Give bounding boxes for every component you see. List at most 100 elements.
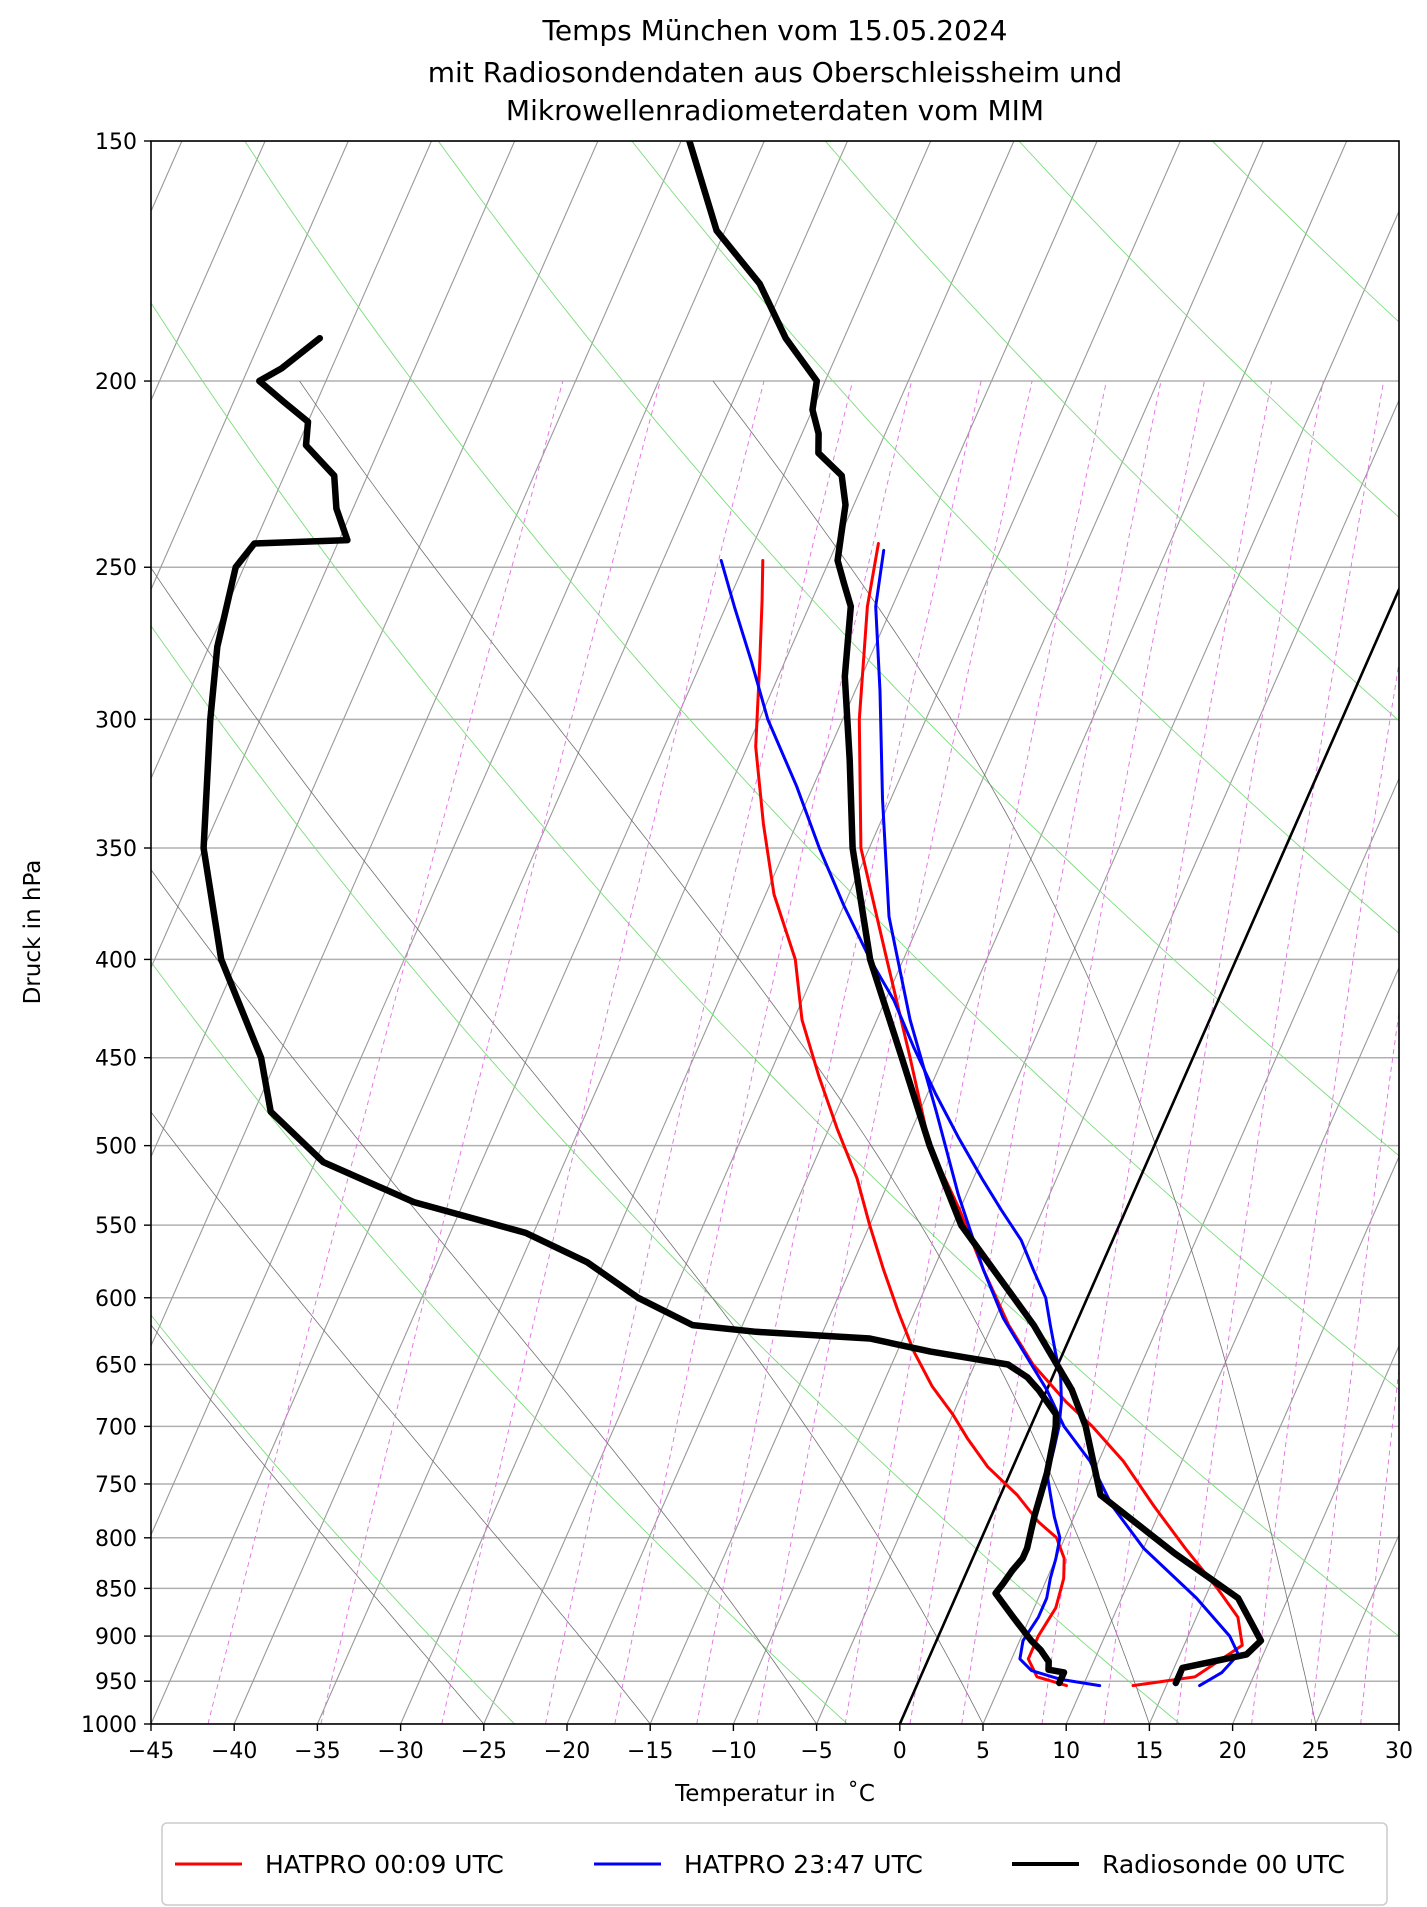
y-tick-label: 600 <box>95 1287 137 1312</box>
isotherm-gridline <box>732 209 1399 1724</box>
isotherm-gridline <box>899 588 1399 1724</box>
y-tick-label: 450 <box>95 1047 137 1072</box>
mixing-ratio-line <box>1360 1365 1399 1724</box>
moist-adiabat-line <box>151 1111 651 1724</box>
x-tick-label: 5 <box>976 1739 990 1764</box>
chart-title-line-2: mit Radiosondendaten aus Oberschleisshei… <box>428 56 1122 89</box>
series-line-hatpro-0009-dewpoint <box>754 559 1068 1688</box>
isotherm-gridline <box>816 398 1399 1724</box>
mixing-ratio-line <box>441 380 765 1724</box>
x-tick-label: −40 <box>211 1739 257 1764</box>
isotherm-gridline <box>566 141 1265 1724</box>
isotherm-gridline <box>0 141 99 1724</box>
moist-adiabat-line <box>299 380 1150 1724</box>
isotherm-gridline <box>1398 1722 1399 1724</box>
x-tick-label: 15 <box>1135 1739 1163 1764</box>
mixing-ratio-line <box>1403 381 1427 1724</box>
mixing-ratio-line <box>320 380 661 1724</box>
dry-adiabat-line <box>1018 141 1399 518</box>
mixing-ratio-line <box>844 380 1107 1724</box>
mixing-ratio-line <box>909 380 1162 1724</box>
y-tick-label: 350 <box>95 837 137 862</box>
chart-title-line-3: Mikrowellenradiometerdaten vom MIM <box>506 94 1044 127</box>
moist-adiabat-line <box>712 380 1317 1724</box>
isotherm-gridline <box>316 141 1015 1724</box>
dry-adiabat-line <box>824 141 1399 722</box>
x-tick-label: −10 <box>710 1739 756 1764</box>
chart-title-line-1: Temps München vom 15.05.2024 <box>542 14 1008 47</box>
isotherm-gridline <box>649 141 1348 1724</box>
y-tick-label: 900 <box>95 1625 137 1650</box>
moist-adiabat-line <box>151 567 984 1724</box>
y-tick-label: 500 <box>95 1135 137 1160</box>
chart-title: Temps München vom 15.05.2024 mit Radioso… <box>428 14 1122 127</box>
x-tick-label: −35 <box>294 1739 340 1764</box>
y-tick-label: 750 <box>95 1473 137 1498</box>
x-tick-label: −25 <box>461 1739 507 1764</box>
y-tick-label: 700 <box>95 1415 137 1440</box>
zero-isotherm-line <box>898 586 1399 1724</box>
y-tick-label: 800 <box>95 1527 137 1552</box>
y-tick-label: 550 <box>95 1214 137 1239</box>
legend-label: HATPRO 23:47 UTC <box>684 1850 923 1879</box>
isotherm-gridline <box>151 141 433 780</box>
x-tick-label: 0 <box>893 1739 907 1764</box>
isotherm-gridline <box>151 141 682 1348</box>
x-tick-label: 25 <box>1302 1739 1330 1764</box>
x-tick-label: −15 <box>627 1739 673 1764</box>
y-tick-label: 150 <box>95 130 137 155</box>
legend-label: HATPRO 00:09 UTC <box>265 1850 504 1879</box>
dry-adiabat-line <box>1406 141 1427 1724</box>
dry-adiabat-line <box>1212 141 1399 323</box>
legend-label: Radiosonde 00 UTC <box>1102 1850 1345 1879</box>
plot-frame <box>150 140 1400 1725</box>
x-tick-label: −30 <box>377 1739 423 1764</box>
mixing-ratio-line <box>545 380 854 1724</box>
isotherm-gridline <box>1065 966 1399 1724</box>
moist-adiabat-line <box>151 869 817 1724</box>
mixing-ratio-line <box>1103 380 1324 1724</box>
series-line-hatpro-2347-temperature <box>874 548 1240 1688</box>
y-tick-label: 1000 <box>81 1713 137 1738</box>
y-tick-label: 200 <box>95 370 137 395</box>
dry-adiabat-line <box>151 1314 515 1724</box>
x-tick-label: −20 <box>544 1739 590 1764</box>
mixing-ratio-line <box>1251 660 1399 1724</box>
y-tick-label: 250 <box>95 556 137 581</box>
isotherm-gridline <box>1315 1533 1399 1724</box>
isotherm-gridline <box>483 141 1181 1724</box>
mixing-ratio-line <box>1041 380 1273 1724</box>
y-tick-label: 300 <box>95 708 137 733</box>
isotherm-gridline <box>151 141 599 1159</box>
mixing-ratio-line <box>1310 1009 1399 1724</box>
series-layer <box>200 141 1265 1688</box>
mixing-ratio-line <box>961 380 1205 1724</box>
dry-adiabat-line <box>437 141 1399 1157</box>
mixing-ratio-line <box>1176 380 1385 1724</box>
isotherm-gridline <box>1232 1344 1399 1724</box>
y-axis-label: Druck in hPa <box>20 860 46 1005</box>
dry-adiabat-line <box>151 961 848 1724</box>
dry-adiabat-line <box>631 141 1399 934</box>
x-axis-label: Temperatur in ˚C <box>674 1780 875 1807</box>
y-tick-label: 400 <box>95 948 137 973</box>
isotherm-gridline <box>151 141 765 1537</box>
y-tick-label: 850 <box>95 1577 137 1602</box>
x-axis-ticks: −45 −40 −35 −30 −25 −20 −15 −10 −5 0 5 10 15 20 25 30 <box>128 1724 1413 1764</box>
dry-adiabat-line <box>151 302 1399 1637</box>
legend-frame <box>161 1822 1388 1906</box>
isotherm-gridline <box>151 141 516 970</box>
isotherm-gridline <box>233 141 932 1724</box>
series-line-radiosonde-00-temperature <box>686 141 1265 1687</box>
plot-background <box>0 141 1427 1724</box>
mixing-ratio-line <box>756 380 1033 1724</box>
y-tick-label: 650 <box>95 1354 137 1379</box>
moist-adiabat-line <box>151 1324 485 1724</box>
x-tick-label: −45 <box>128 1739 174 1764</box>
x-tick-label: 20 <box>1219 1739 1247 1764</box>
y-tick-label: 950 <box>95 1670 137 1695</box>
isotherm-gridline <box>0 141 16 1724</box>
isotherm-gridline <box>400 141 1098 1724</box>
y-axis-ticks: 150 200 250 300 350 400 450 500 550 600 650 700 750 8… <box>81 130 151 1738</box>
